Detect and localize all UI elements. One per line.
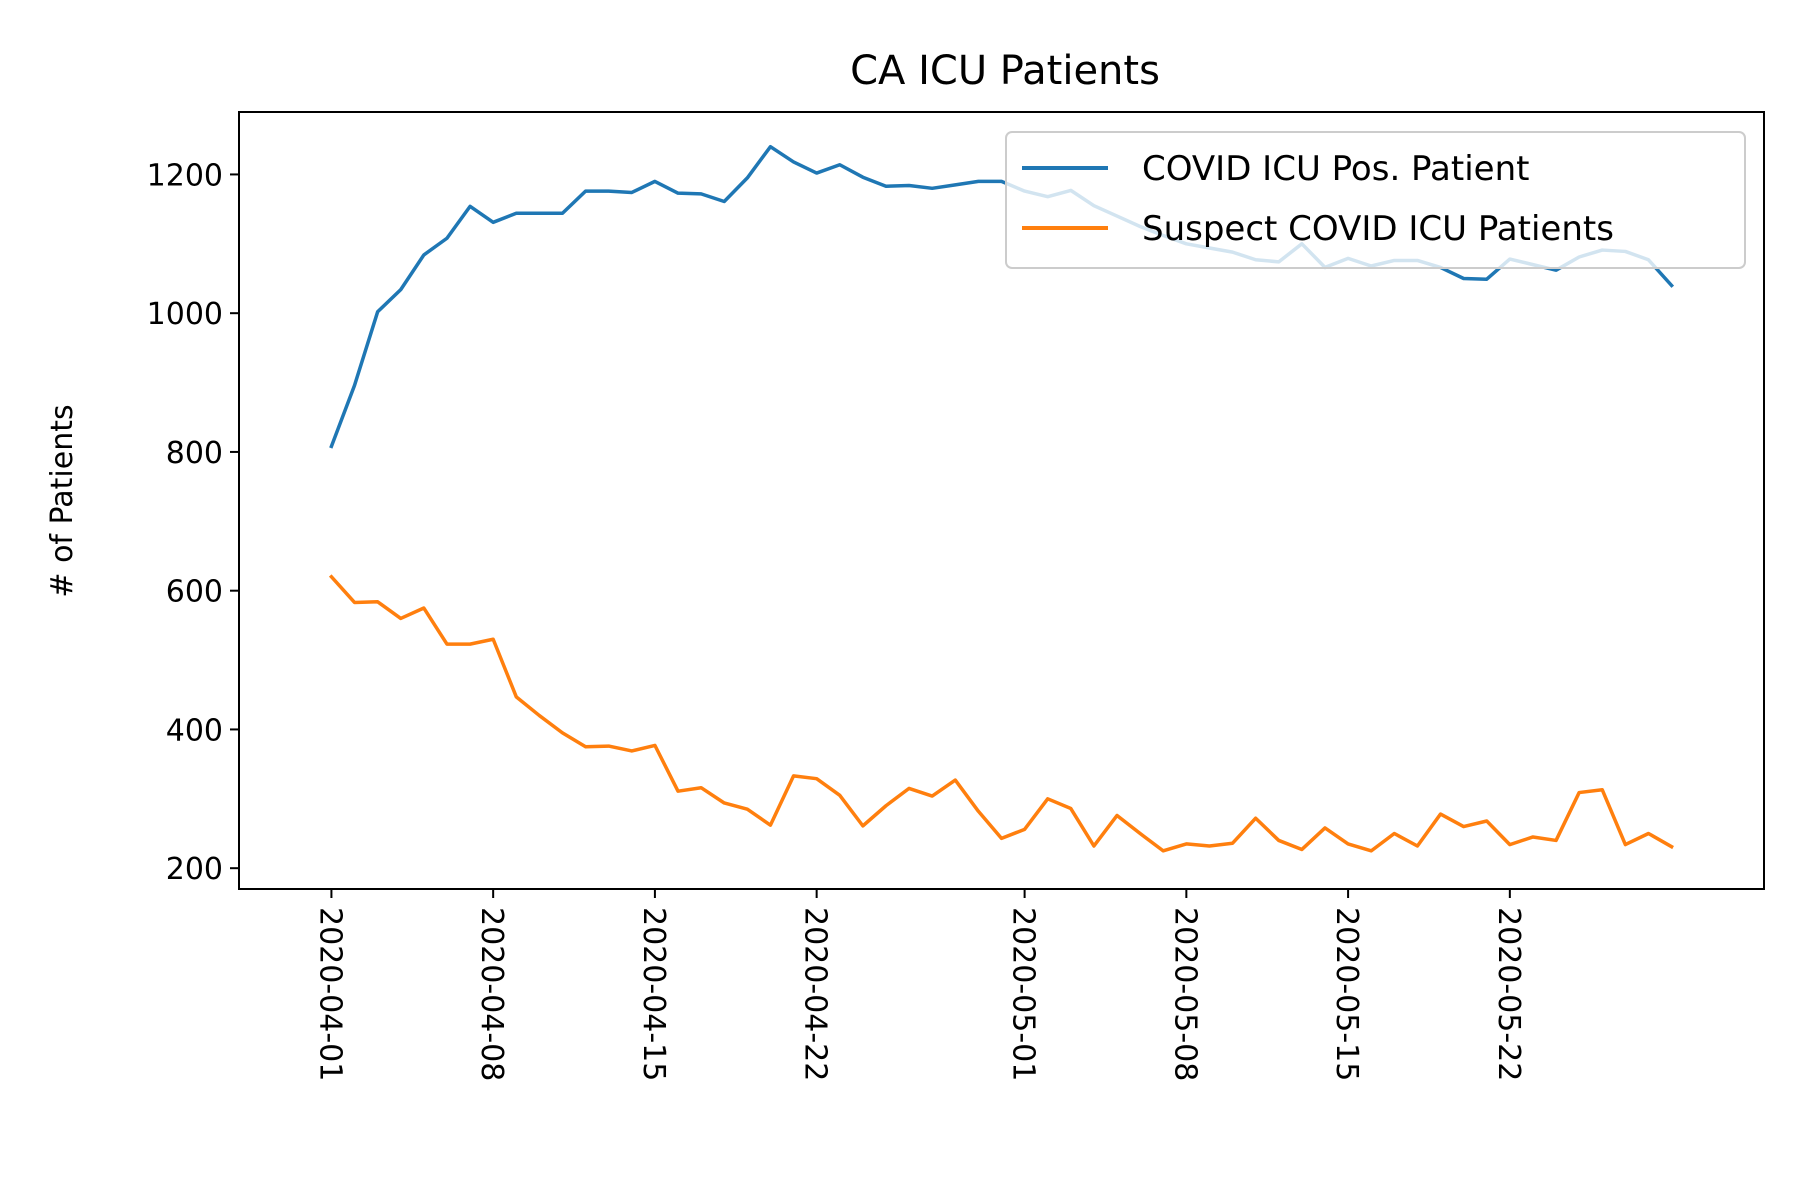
x-tick-label: 2020-04-01 [312,907,347,1081]
x-tick-label: 2020-04-22 [798,907,833,1081]
legend-label-suspect: Suspect COVID ICU Patients [1142,209,1614,249]
y-tick-label: 400 [166,713,223,748]
y-tick-label: 600 [166,575,223,610]
x-tick-label: 2020-05-22 [1491,907,1526,1081]
x-tick-label: 2020-05-15 [1329,907,1364,1081]
x-tick-label: 2020-05-08 [1167,907,1202,1081]
plot-frame [238,111,1765,890]
y-tick-label: 1000 [147,297,223,332]
legend-box [1005,131,1746,269]
y-tick-label: 800 [166,436,223,471]
legend-label-covid-pos: COVID ICU Pos. Patient [1142,149,1529,189]
x-tick-label: 2020-04-08 [474,907,509,1081]
chart-title: CA ICU Patients [850,48,1160,94]
series-line-0 [329,144,1675,449]
plot-area: 200 400 600 800 1000 1200 2020-04-01 2020-04-08… [147,144,1675,1081]
y-tick-label: 200 [166,852,223,887]
y-tick-label: 1200 [147,158,223,193]
series-line-1 [328,574,1674,853]
x-tick-label: 2020-04-15 [636,907,671,1081]
x-tick-label: 2020-05-01 [1006,907,1041,1081]
legend: COVID ICU Pos. Patient Suspect COVID ICU… [1005,131,1746,269]
y-axis-label: # of Patients [45,404,80,597]
